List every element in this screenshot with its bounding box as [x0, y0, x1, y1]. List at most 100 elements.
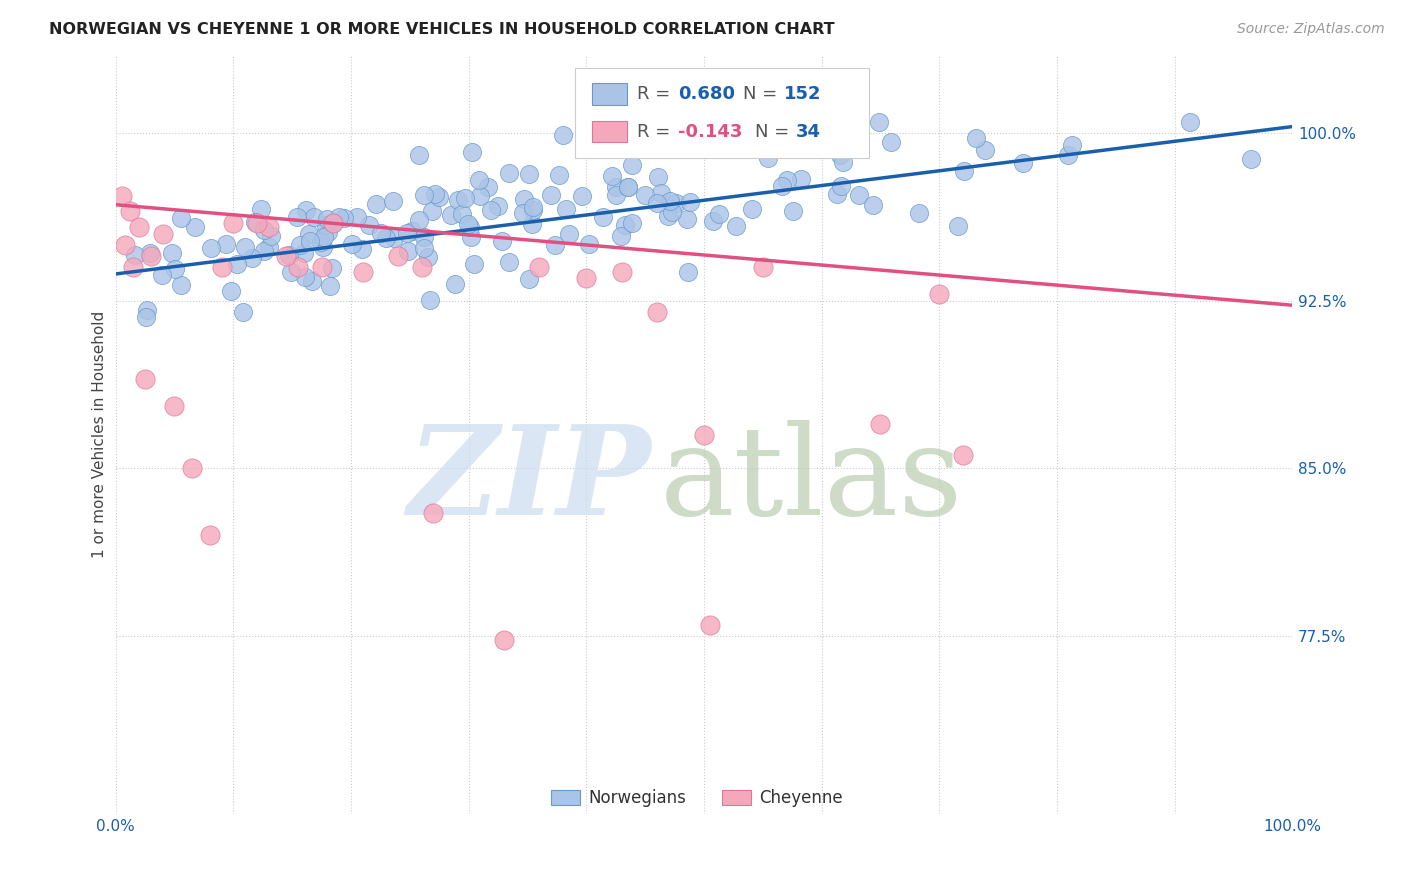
Point — [128, 220, 150, 235]
Text: Cheyenne: Cheyenne — [759, 789, 844, 806]
Point — [477, 180, 499, 194]
Point — [292, 245, 315, 260]
Point — [301, 274, 323, 288]
Point — [411, 260, 433, 275]
Point — [340, 237, 363, 252]
Point — [162, 245, 184, 260]
Point — [233, 240, 256, 254]
FancyBboxPatch shape — [592, 121, 627, 143]
Point — [444, 277, 467, 292]
Point — [724, 219, 747, 234]
Point — [548, 168, 571, 182]
Point — [311, 260, 333, 275]
Text: N =: N = — [755, 123, 794, 141]
Text: Source: ZipAtlas.com: Source: ZipAtlas.com — [1237, 22, 1385, 37]
Point — [134, 372, 156, 386]
Point — [848, 188, 870, 202]
Point — [315, 218, 337, 232]
Point — [298, 227, 321, 242]
Point — [645, 305, 668, 319]
Point — [257, 240, 280, 254]
Text: 152: 152 — [785, 85, 821, 103]
Point — [675, 212, 697, 227]
Point — [513, 192, 536, 206]
Point — [294, 269, 316, 284]
Point — [425, 187, 447, 202]
Point — [540, 187, 562, 202]
Point — [253, 222, 276, 236]
Point — [198, 528, 221, 542]
Point — [222, 216, 245, 230]
Point — [211, 260, 233, 275]
Point — [232, 305, 254, 319]
Point — [600, 169, 623, 184]
Point — [277, 248, 299, 262]
Text: NORWEGIAN VS CHEYENNE 1 OR MORE VEHICLES IN HOUSEHOLD CORRELATION CHART: NORWEGIAN VS CHEYENNE 1 OR MORE VEHICLES… — [49, 22, 835, 37]
FancyBboxPatch shape — [551, 790, 581, 805]
Point — [454, 191, 477, 205]
Point — [869, 417, 891, 431]
Point — [770, 179, 793, 194]
Point — [707, 131, 730, 145]
Point — [659, 194, 682, 208]
Point — [571, 189, 593, 203]
Point — [387, 249, 409, 263]
Point — [396, 244, 419, 259]
Point — [790, 172, 813, 186]
Point — [287, 260, 309, 275]
Point — [862, 198, 884, 212]
FancyBboxPatch shape — [575, 68, 869, 158]
Point — [617, 180, 640, 194]
Point — [333, 211, 356, 226]
Point — [447, 193, 470, 207]
Point — [429, 190, 451, 204]
Point — [709, 139, 731, 153]
Point — [676, 265, 699, 279]
Point — [544, 238, 567, 252]
Point — [479, 202, 502, 217]
Point — [139, 246, 162, 260]
Point — [647, 195, 669, 210]
Point — [413, 188, 436, 202]
Point — [575, 271, 598, 285]
Point — [491, 235, 513, 249]
Point — [370, 227, 392, 241]
Point — [350, 243, 373, 257]
Point — [152, 227, 174, 241]
Point — [678, 194, 700, 209]
Point — [422, 506, 444, 520]
FancyBboxPatch shape — [721, 790, 751, 805]
Point — [492, 633, 515, 648]
Point — [163, 262, 186, 277]
Point — [419, 293, 441, 307]
Point — [416, 250, 439, 264]
Point — [457, 217, 479, 231]
Point — [295, 202, 318, 217]
Point — [458, 219, 481, 234]
Point — [401, 224, 423, 238]
Point — [219, 284, 242, 298]
Point — [321, 261, 343, 276]
Point — [420, 204, 443, 219]
Point — [408, 213, 430, 227]
Point — [163, 399, 186, 413]
Point — [498, 166, 520, 180]
Point — [554, 202, 576, 216]
Point — [650, 186, 672, 200]
Point — [139, 249, 162, 263]
Point — [396, 227, 419, 241]
Point — [613, 218, 636, 232]
Point — [522, 202, 544, 217]
Point — [460, 230, 482, 244]
Point — [605, 188, 627, 202]
Text: -0.143: -0.143 — [678, 123, 742, 141]
Point — [966, 130, 988, 145]
Text: ZIP: ZIP — [408, 419, 651, 541]
Point — [529, 260, 551, 275]
Point — [661, 205, 683, 219]
Point — [374, 231, 396, 245]
Point — [709, 207, 731, 221]
Point — [110, 189, 132, 203]
Point — [114, 238, 136, 252]
Point — [322, 216, 344, 230]
